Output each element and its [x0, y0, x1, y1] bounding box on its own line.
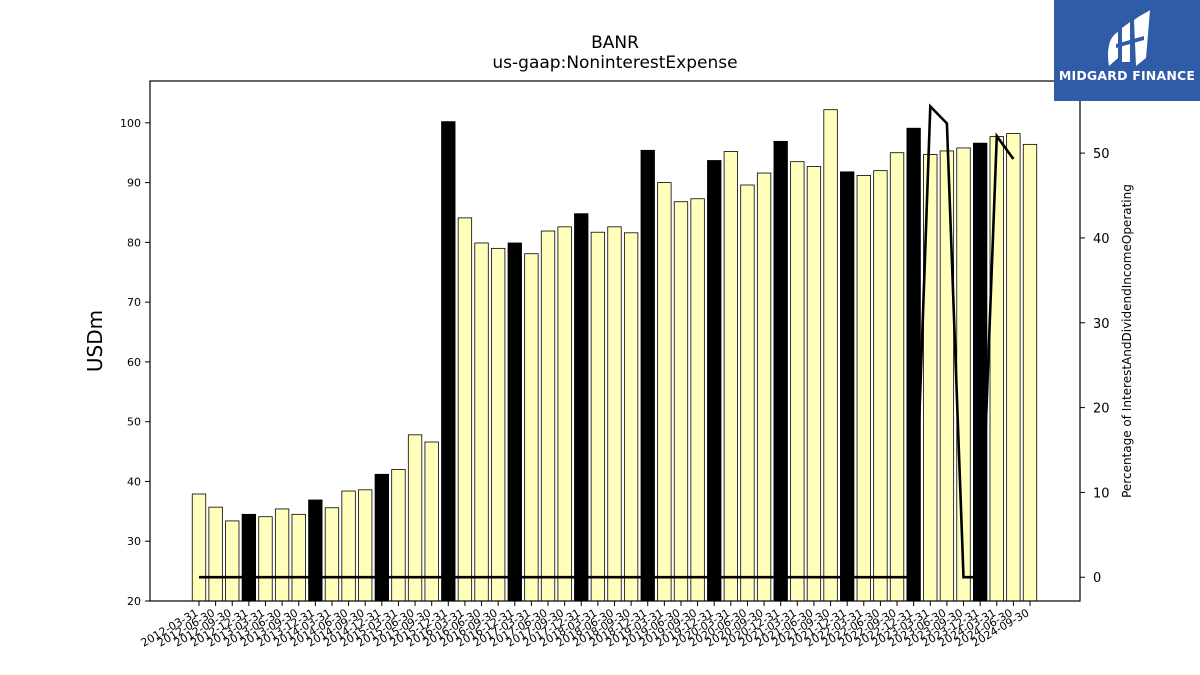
bar	[806, 166, 822, 602]
bar	[507, 242, 522, 602]
bar	[657, 182, 672, 602]
y-tick-label: 90	[127, 177, 141, 190]
bar	[640, 149, 655, 602]
bar	[540, 230, 556, 602]
bar	[491, 247, 506, 602]
bar	[773, 140, 788, 602]
y2-tick-label: 40	[1093, 232, 1110, 247]
bar	[740, 184, 755, 602]
y-tick-label: 70	[127, 296, 141, 309]
bar	[889, 152, 905, 602]
y2-tick-label: 10	[1093, 486, 1110, 501]
bar	[1006, 133, 1021, 602]
bar	[623, 232, 639, 602]
y-tick-label: 30	[127, 535, 141, 548]
y2-tick-label: 50	[1093, 147, 1110, 162]
bar	[241, 513, 257, 602]
bar	[607, 226, 622, 602]
bar	[524, 253, 539, 602]
y-tick-label: 20	[127, 595, 141, 608]
midgard-finance-logo: MIDGARD FINANCE	[1054, 0, 1200, 101]
chart-title: BANR	[591, 33, 639, 53]
bar	[840, 171, 855, 602]
bar	[590, 231, 606, 602]
y-tick-label: 40	[127, 475, 141, 488]
y2-tick-label: 20	[1093, 402, 1110, 417]
bar	[989, 136, 1004, 602]
bar	[856, 175, 871, 602]
y-tick-label: 100	[120, 117, 141, 130]
logo-mark-icon	[1108, 10, 1150, 66]
logo-text: MIDGARD FINANCE	[1058, 68, 1196, 83]
bar	[291, 513, 306, 602]
y2-axis-label: Percentage of InterestAndDividendIncomeO…	[1120, 184, 1134, 498]
bar	[707, 160, 722, 602]
bar	[1022, 143, 1038, 602]
bar	[906, 127, 921, 602]
bar	[308, 499, 323, 602]
y2-tick-label: 0	[1093, 571, 1101, 586]
bar	[457, 217, 473, 602]
bar	[358, 489, 373, 602]
y-tick-label: 50	[127, 416, 141, 429]
bar	[873, 170, 888, 602]
series-line	[199, 103, 1015, 579]
bar	[956, 147, 971, 602]
bar	[225, 520, 240, 602]
chart-subtitle: us-gaap:NoninterestExpense	[492, 53, 738, 73]
y-tick-label: 60	[127, 356, 141, 369]
bar	[474, 242, 489, 602]
bar	[823, 109, 838, 602]
bar	[191, 493, 207, 602]
bar	[258, 516, 273, 602]
bar	[274, 508, 290, 602]
bar	[557, 226, 572, 602]
bar	[391, 469, 406, 602]
bar	[756, 172, 772, 602]
bar	[972, 142, 988, 602]
bar	[374, 473, 389, 602]
bar	[790, 161, 805, 602]
bar	[574, 213, 589, 602]
bar	[673, 201, 689, 602]
bar	[690, 198, 705, 602]
bar	[441, 121, 456, 602]
y-tick-label: 80	[127, 236, 141, 249]
bar	[723, 151, 738, 602]
y2-tick-label: 30	[1093, 317, 1110, 332]
bar	[324, 507, 340, 602]
bar	[208, 506, 223, 602]
y-axis-label: USDm	[83, 310, 107, 372]
bar	[341, 490, 356, 602]
